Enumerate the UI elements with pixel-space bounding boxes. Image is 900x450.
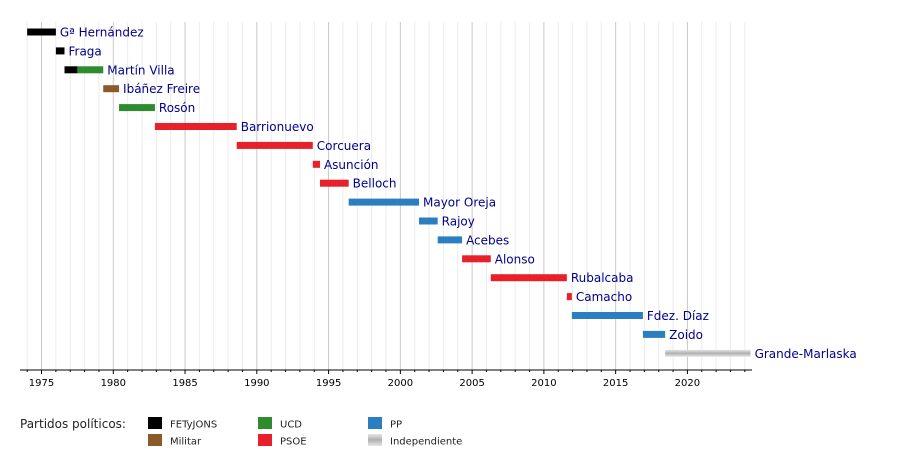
minister-name-label: Corcuera	[317, 139, 371, 153]
x-tick-label: 2015	[603, 378, 628, 389]
tenure-bar	[348, 198, 420, 206]
x-tick-label: 2010	[531, 378, 556, 389]
minister-name-label: Grande-Marlaska	[755, 347, 857, 361]
tenure-bar	[103, 85, 120, 93]
legend-label: Independiente	[390, 437, 462, 448]
tenure-bar	[64, 66, 78, 74]
minister-name-label: Camacho	[576, 290, 632, 304]
legend-swatch	[148, 434, 162, 446]
x-tick-label: 2005	[459, 378, 484, 389]
minister-name-label: Rubalcaba	[571, 271, 634, 285]
tenure-bar	[77, 66, 104, 74]
legend-label: PSOE	[280, 437, 307, 448]
tenure-bar	[154, 123, 237, 130]
tenure-bar	[55, 47, 65, 55]
legend-swatch	[148, 417, 162, 429]
tenure-bar	[665, 349, 751, 357]
tenure-bar	[319, 179, 349, 187]
legend-swatch	[368, 434, 382, 446]
minister-name-label: Acebes	[466, 233, 509, 247]
x-tick-label: 2000	[388, 378, 413, 389]
legend-title: Partidos políticos:	[20, 417, 126, 431]
tenure-bar	[642, 330, 666, 338]
tenure-bar	[566, 293, 572, 301]
tenure-bars	[27, 28, 751, 357]
minister-name-label: Mayor Oreja	[423, 196, 496, 210]
minister-name-label: Belloch	[353, 177, 397, 191]
legend-swatch	[258, 417, 272, 429]
legend-label: PP	[390, 420, 402, 431]
legend: Partidos políticos: FETyJONS Militar UCD PS…	[20, 417, 462, 448]
minister-name-label: Asunción	[324, 158, 379, 172]
legend-label: Militar	[170, 437, 202, 448]
x-axis: 1975 1980 1985 1990 1995 2000 2005 2010 2015 2020	[20, 369, 752, 389]
tenure-bar	[571, 312, 643, 319]
minister-name-label: Ibáñez Freire	[123, 82, 200, 96]
minister-name-label: Martín Villa	[107, 63, 174, 77]
x-tick-label: 1990	[244, 378, 269, 389]
tenure-bar	[236, 141, 313, 149]
x-tick-label: 1980	[101, 378, 126, 389]
tenure-bar	[490, 274, 567, 282]
x-tick-label: 2020	[675, 378, 700, 389]
tenure-bar	[437, 236, 463, 244]
minister-name-label: Gª Hernández	[60, 26, 144, 40]
minister-name-label: Barrionuevo	[241, 120, 314, 134]
minister-name-label: Rajoy	[442, 215, 475, 229]
minister-name-label: Fdez. Díaz	[647, 309, 709, 323]
x-tick-label: 1995	[316, 378, 341, 389]
tenure-bar	[119, 104, 155, 112]
minister-name-label: Fraga	[68, 44, 101, 58]
x-tick-label: 1975	[29, 378, 54, 389]
minister-name-label: Zoido	[669, 328, 703, 342]
legend-swatch	[368, 417, 382, 429]
minister-labels: Gª Hernández Fraga Martín Villa Ibáñez Frei…	[60, 26, 857, 361]
legend-swatch	[258, 434, 272, 446]
minister-name-label: Rosón	[159, 101, 195, 115]
minister-name-label: Alonso	[495, 252, 535, 266]
tenure-bar	[27, 28, 56, 36]
tenure-bar	[312, 160, 320, 168]
legend-label: FETyJONS	[170, 420, 217, 431]
tenure-bar	[419, 217, 438, 225]
tenure-bar	[462, 255, 491, 263]
legend-label: UCD	[280, 420, 302, 431]
x-tick-label: 1985	[172, 378, 197, 389]
